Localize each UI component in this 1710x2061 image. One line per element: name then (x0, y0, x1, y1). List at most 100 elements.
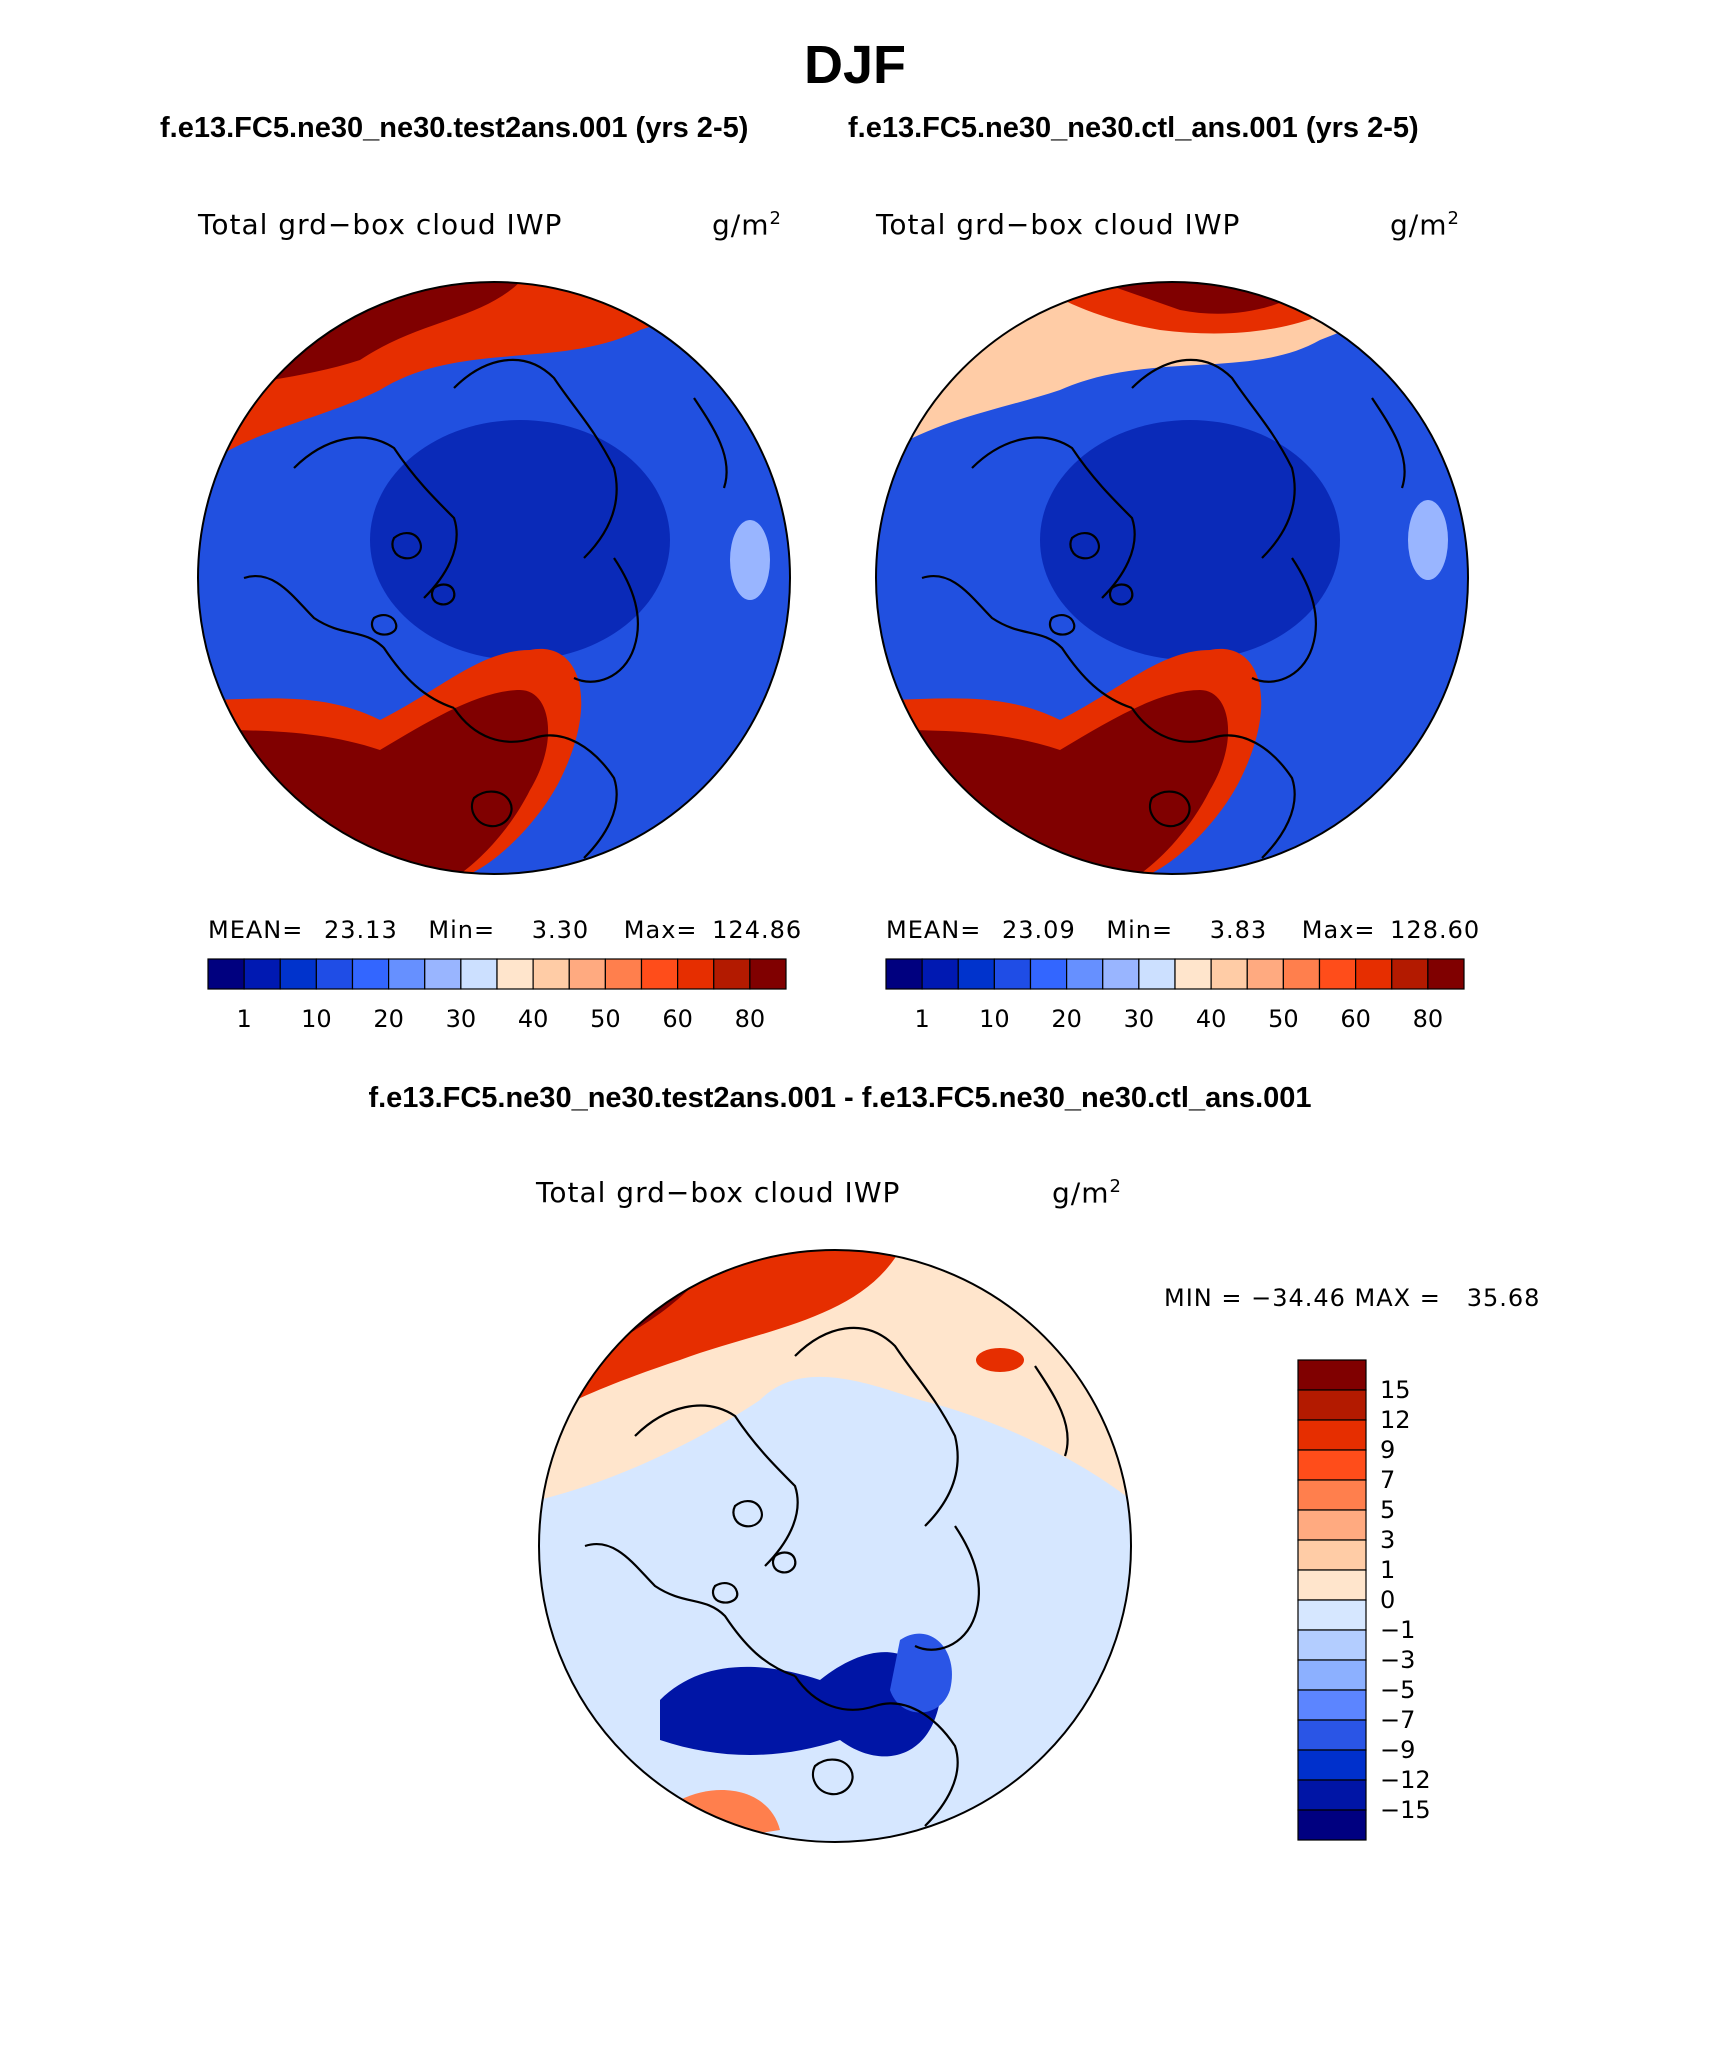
right-colorbar: 1 10 20 30 40 50 60 80 (885, 958, 1465, 1033)
left-min-label: Min= (428, 916, 496, 944)
right-colorbar-tick-label: 60 (1340, 1005, 1371, 1033)
diff-case-title: f.e13.FC5.ne30_ne30.test2ans.001 - f.e13… (368, 1082, 1312, 1114)
right-colorbar-swatch (1102, 958, 1140, 990)
diff-colorbar-swatch (1297, 1479, 1367, 1511)
right-colorbar-swatch (993, 958, 1032, 990)
right-colorbar-swatch (1029, 958, 1068, 990)
diff-colorbar-tick-label: −3 (1380, 1646, 1415, 1674)
diff-colorbar-tick-label: 5 (1380, 1496, 1395, 1524)
right-mean-value: 23.09 (1002, 916, 1076, 944)
diff-colorbar-tick-label: 7 (1380, 1466, 1395, 1494)
diff-colorbar-swatch (1297, 1719, 1367, 1751)
left-case-title: f.e13.FC5.ne30_ne30.test2ans.001 (yrs 2-… (160, 112, 749, 144)
diff-colorbar-swatch (1297, 1749, 1367, 1781)
right-colorbar-tick-label: 50 (1268, 1005, 1299, 1033)
right-colorbar-swatch (1174, 958, 1212, 990)
left-colorbar-tick-label: 80 (735, 1005, 766, 1033)
season-title: DJF (803, 35, 906, 95)
left-colorbar-swatch (532, 958, 570, 990)
left-colorbar-swatch (207, 958, 245, 990)
right-mean-label: MEAN= (886, 916, 982, 944)
diff-colorbar-tick-label: −9 (1380, 1736, 1415, 1764)
diff-colorbar-tick-label: 9 (1380, 1436, 1395, 1464)
diff-minmax: MIN = −34.46 MAX = 35.68 (1164, 1284, 1541, 1312)
diff-units-exp: 2 (1109, 1176, 1122, 1197)
left-min-value: 3.30 (531, 916, 590, 944)
right-variable-label: Total grd−box cloud IWP (876, 208, 1241, 241)
diff-colorbar-tick-label: 15 (1380, 1376, 1411, 1404)
left-colorbar-tick-label: 50 (590, 1005, 621, 1033)
right-colorbar-swatch (1391, 958, 1429, 990)
right-stats: MEAN= 23.09 Min= 3.83 Max= 128.60 (886, 916, 1480, 944)
right-min-value: 3.83 (1209, 916, 1268, 944)
right-map (875, 281, 1469, 875)
right-colorbar-tick-label: 20 (1051, 1005, 1082, 1033)
left-colorbar-swatch (677, 958, 715, 990)
left-colorbar-swatch (568, 958, 606, 990)
diff-colorbar-swatch (1297, 1419, 1367, 1451)
right-units-exp: 2 (1447, 208, 1460, 229)
right-colorbar-tick-label: 30 (1124, 1005, 1155, 1033)
left-colorbar-tick-label: 60 (662, 1005, 693, 1033)
diff-colorbar-tick-label: 12 (1380, 1406, 1411, 1434)
right-colorbar-swatch (921, 958, 959, 990)
left-max-label: Max= (623, 916, 698, 944)
left-units-exp: 2 (769, 208, 782, 229)
left-colorbar-swatch (640, 958, 679, 990)
diff-units-base: g/m (1052, 1176, 1110, 1210)
right-colorbar-swatch (1427, 958, 1465, 990)
left-colorbar-swatch (496, 958, 534, 990)
left-colorbar-swatch (388, 958, 426, 990)
left-mean-value: 23.13 (324, 916, 398, 944)
left-colorbar-swatch (460, 958, 498, 990)
diff-map (538, 1249, 1132, 1843)
left-colorbar-swatch (315, 958, 354, 990)
left-colorbar-swatch (749, 958, 787, 990)
right-colorbar-tick-label: 40 (1196, 1005, 1227, 1033)
right-colorbar-swatch (1066, 958, 1104, 990)
left-colorbar-swatch (424, 958, 462, 990)
left-colorbar-tick-label: 20 (373, 1005, 404, 1033)
diff-colorbar-tick-label: 1 (1380, 1556, 1395, 1584)
left-colorbar: 1 10 20 30 40 50 60 80 (207, 958, 787, 1033)
diff-variable-label: Total grd−box cloud IWP (536, 1176, 901, 1209)
diff-colorbar-swatch (1297, 1809, 1367, 1841)
right-colorbar-swatch (1355, 958, 1393, 990)
right-colorbar-swatch (1138, 958, 1176, 990)
right-colorbar-swatch (957, 958, 995, 990)
diff-colorbar-tick-label: −5 (1380, 1676, 1415, 1704)
diff-colorbar-tick-label: 0 (1380, 1586, 1395, 1614)
diff-units-label: g/m2 (1052, 1176, 1122, 1209)
right-min-label: Min= (1106, 916, 1174, 944)
left-colorbar-swatch (604, 958, 643, 990)
diff-colorbar-swatch (1297, 1569, 1367, 1601)
diff-colorbar-swatch (1297, 1659, 1367, 1691)
diff-colorbar-tick-label: −15 (1380, 1796, 1431, 1824)
right-max-label: Max= (1301, 916, 1376, 944)
diff-colorbar-swatch (1297, 1449, 1367, 1481)
left-map (197, 281, 791, 875)
right-colorbar-swatch (1318, 958, 1357, 990)
left-units-label: g/m2 (712, 208, 782, 241)
right-case-title: f.e13.FC5.ne30_ne30.ctl_ans.001 (yrs 2-5… (848, 112, 1419, 144)
left-variable-label: Total grd−box cloud IWP (198, 208, 563, 241)
left-colorbar-tick-label: 1 (236, 1005, 251, 1033)
right-colorbar-tick-label: 80 (1413, 1005, 1444, 1033)
right-colorbar-tick-label: 10 (979, 1005, 1010, 1033)
right-max-value: 128.60 (1390, 916, 1481, 944)
left-colorbar-swatch (351, 958, 390, 990)
left-colorbar-tick-label: 40 (518, 1005, 549, 1033)
diff-colorbar-swatch (1297, 1509, 1367, 1541)
diff-colorbar-swatch (1297, 1779, 1367, 1811)
left-colorbar-swatch (279, 958, 317, 990)
left-colorbar-swatch (243, 958, 281, 990)
right-units-base: g/m (1390, 208, 1448, 242)
diff-colorbar-tick-label: 3 (1380, 1526, 1395, 1554)
left-colorbar-tick-label: 10 (301, 1005, 332, 1033)
diff-colorbar-swatch (1297, 1689, 1367, 1721)
diff-colorbar-swatch (1297, 1359, 1367, 1391)
left-units-base: g/m (712, 208, 770, 242)
diff-colorbar-tick-label: −12 (1380, 1766, 1431, 1794)
diff-colorbar-tick-label: −1 (1380, 1616, 1415, 1644)
